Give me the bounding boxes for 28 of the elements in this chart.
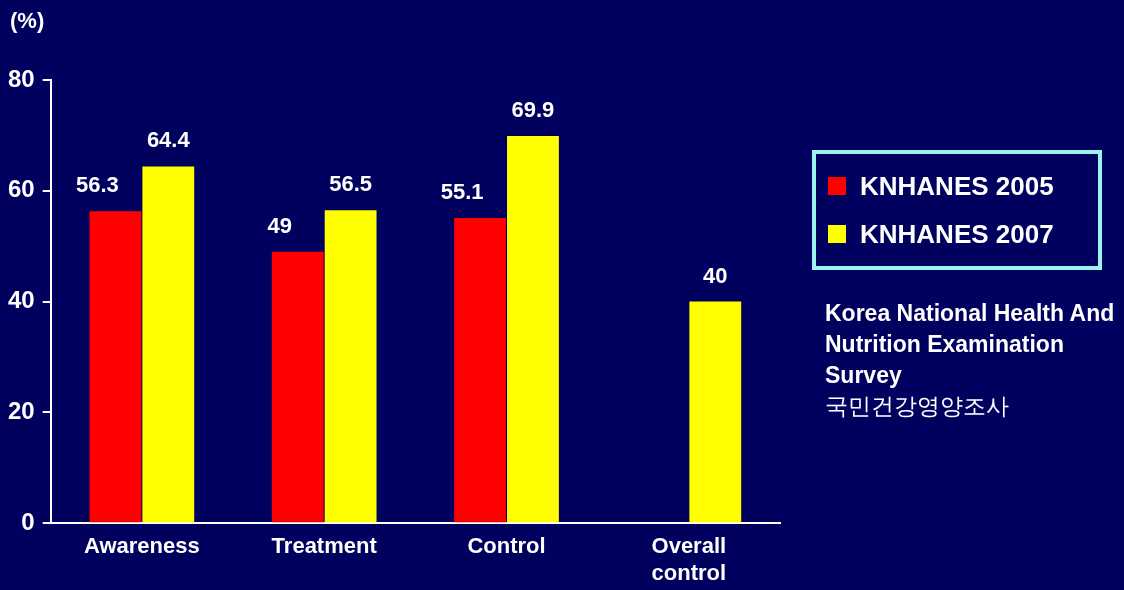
x-tick-label: Treatment	[271, 533, 378, 559]
data-label: 64.4	[146, 127, 191, 153]
y-tick-label: 0	[21, 507, 35, 535]
bar	[271, 251, 324, 523]
text: Korea National Health And Nutrition Examination Survey	[825, 299, 1116, 390]
data-label: 49	[267, 212, 292, 238]
bar	[89, 211, 142, 523]
data-label: 56.3	[76, 172, 119, 198]
y-tick-label: 20	[7, 397, 35, 425]
y-tick-label: 80	[7, 64, 35, 92]
text: 국민건강영양조사	[825, 392, 1010, 421]
legend-label: KNHANES 2007	[860, 218, 1054, 250]
x-tick-label: Awareness	[83, 533, 200, 559]
y-tick-label: 60	[7, 175, 35, 203]
data-label: 56.5	[329, 171, 373, 197]
data-label: 40	[703, 262, 728, 288]
x-tick-label: Overall control	[651, 533, 727, 585]
bar	[324, 210, 377, 523]
y-axis-title: (%)	[10, 8, 45, 34]
bar	[454, 217, 506, 523]
bar	[507, 135, 559, 523]
bar	[142, 166, 195, 523]
x-tick-label: Control	[467, 533, 546, 559]
y-tick-label: 40	[7, 286, 35, 314]
legend-label: KNHANES 2005	[860, 170, 1054, 202]
data-label: 55.1	[440, 179, 484, 205]
bar	[689, 301, 742, 523]
data-label: 69.9	[511, 97, 555, 123]
